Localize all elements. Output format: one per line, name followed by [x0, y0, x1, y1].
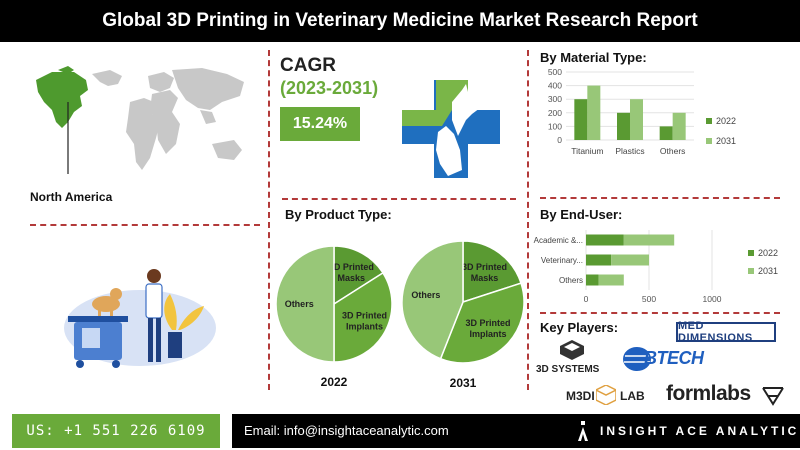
x-tick-label: Others — [660, 146, 686, 156]
bar-2031-1 — [630, 99, 643, 140]
product-title: By Product Type: — [285, 207, 392, 222]
pie-year-label: 2022 — [321, 375, 348, 388]
bar-2031-0 — [623, 234, 675, 246]
m3di-cube-icon — [596, 385, 616, 405]
key-players-title: Key Players: — [540, 320, 619, 335]
bar-2022-1 — [586, 254, 612, 266]
footer-email[interactable]: Email: info@insightaceanalytic.com — [244, 423, 449, 438]
pie-slice — [333, 245, 385, 306]
pie-slice — [401, 240, 464, 360]
material-bar-chart: 0 100 200 300 400 500 Titanium Plastics Others 20… — [548, 67, 736, 156]
world-map — [36, 66, 244, 174]
logo-med-dimensions: MED DIMENSIONS — [676, 320, 776, 344]
y-tick-label: Others — [559, 276, 583, 285]
y-tick-label: 200 — [548, 108, 562, 118]
pie-year-label: 2031 — [450, 376, 477, 388]
cagr-title: CAGR — [280, 55, 336, 76]
divider-right-1 — [540, 197, 780, 199]
x-tick-label: 1000 — [703, 294, 722, 304]
y-tick-label: 100 — [548, 121, 562, 131]
end-user-bar-chart: 0 500 1000 Academic &... Veterinary... Others… — [534, 230, 778, 304]
divider-right-2 — [540, 312, 780, 314]
divider-mid — [282, 198, 516, 200]
y-tick-label: Veterinary... — [541, 256, 583, 265]
legend-label: 2022 — [758, 248, 778, 258]
bar-2031-1 — [611, 254, 649, 266]
pie-slice — [462, 240, 522, 304]
legend-swatch-2022 — [748, 250, 754, 256]
bar-2031-2 — [598, 274, 624, 286]
slice-label: 3D Printed — [329, 262, 374, 272]
bar-2022-2 — [659, 126, 673, 140]
slice-label: Masks — [471, 273, 499, 283]
slice-label: 3D Printed — [466, 318, 511, 328]
vet-illustration — [64, 269, 216, 368]
report-title: Global 3D Printing in Veterinary Medicin… — [0, 0, 800, 42]
slice-label: 3D Printed — [342, 310, 387, 320]
divider-left — [268, 50, 270, 390]
vet-cross-icon — [402, 80, 500, 178]
region-label: North America — [30, 190, 113, 204]
y-tick-label: 400 — [548, 81, 562, 91]
slice-label: Others — [285, 299, 314, 309]
bar-2022-1 — [617, 112, 630, 140]
btech-globe-icon — [623, 347, 651, 371]
formlabs-icon — [762, 387, 784, 406]
x-tick-label: Titanium — [571, 146, 603, 156]
logo-3d-systems: 3D SYSTEMS — [536, 340, 616, 380]
material-title: By Material Type: — [540, 50, 647, 65]
x-tick-label: 0 — [584, 294, 589, 304]
pie-slice — [333, 271, 393, 363]
footer-brand: INSIGHT ACE ANALYTIC — [600, 424, 800, 438]
insight-ace-logo-icon — [578, 421, 588, 441]
legend-label: 2031 — [758, 266, 778, 276]
x-tick-label: Plastics — [615, 146, 644, 156]
north-america-shape — [36, 72, 88, 128]
logo-m3di-lab: M3DI LAB — [566, 384, 652, 408]
bar-2022-0 — [586, 234, 624, 246]
divider-region — [30, 224, 260, 226]
3d-systems-icon — [560, 340, 584, 360]
legend-label: 2022 — [716, 116, 736, 126]
legend-label: 2031 — [716, 136, 736, 146]
logo-btech: BTECH — [622, 344, 714, 374]
logo-formlabs: formlabs — [666, 382, 786, 408]
divider-right — [527, 50, 529, 390]
pie-slice — [275, 245, 335, 363]
slice-label: Implants — [346, 321, 383, 331]
x-tick-label: 500 — [642, 294, 656, 304]
slice-label: Others — [411, 290, 440, 300]
cagr-value: 15.24% — [280, 107, 360, 141]
y-tick-label: 0 — [557, 135, 562, 145]
legend-swatch-2031 — [706, 138, 712, 144]
bar-2031-2 — [672, 112, 686, 140]
y-tick-label: 300 — [548, 94, 562, 104]
end-user-title: By End-User: — [540, 207, 623, 222]
slice-label: Masks — [338, 273, 366, 283]
legend-swatch-2022 — [706, 118, 712, 124]
cagr-years: (2023-2031) — [280, 78, 379, 98]
footer-bar: Email: info@insightaceanalytic.com INSIG… — [232, 414, 800, 448]
footer-phone: US: +1 551 226 6109 — [12, 414, 220, 448]
y-tick-label: Academic &... — [534, 236, 583, 245]
pie-slice — [439, 282, 525, 364]
bar-2022-2 — [586, 274, 599, 286]
legend-swatch-2031 — [748, 268, 754, 274]
bar-2031-0 — [587, 85, 601, 140]
slice-label: 3D Printed — [462, 262, 507, 272]
slice-label: Implants — [470, 329, 507, 339]
y-tick-label: 500 — [548, 67, 562, 77]
bar-2022-0 — [574, 99, 588, 140]
